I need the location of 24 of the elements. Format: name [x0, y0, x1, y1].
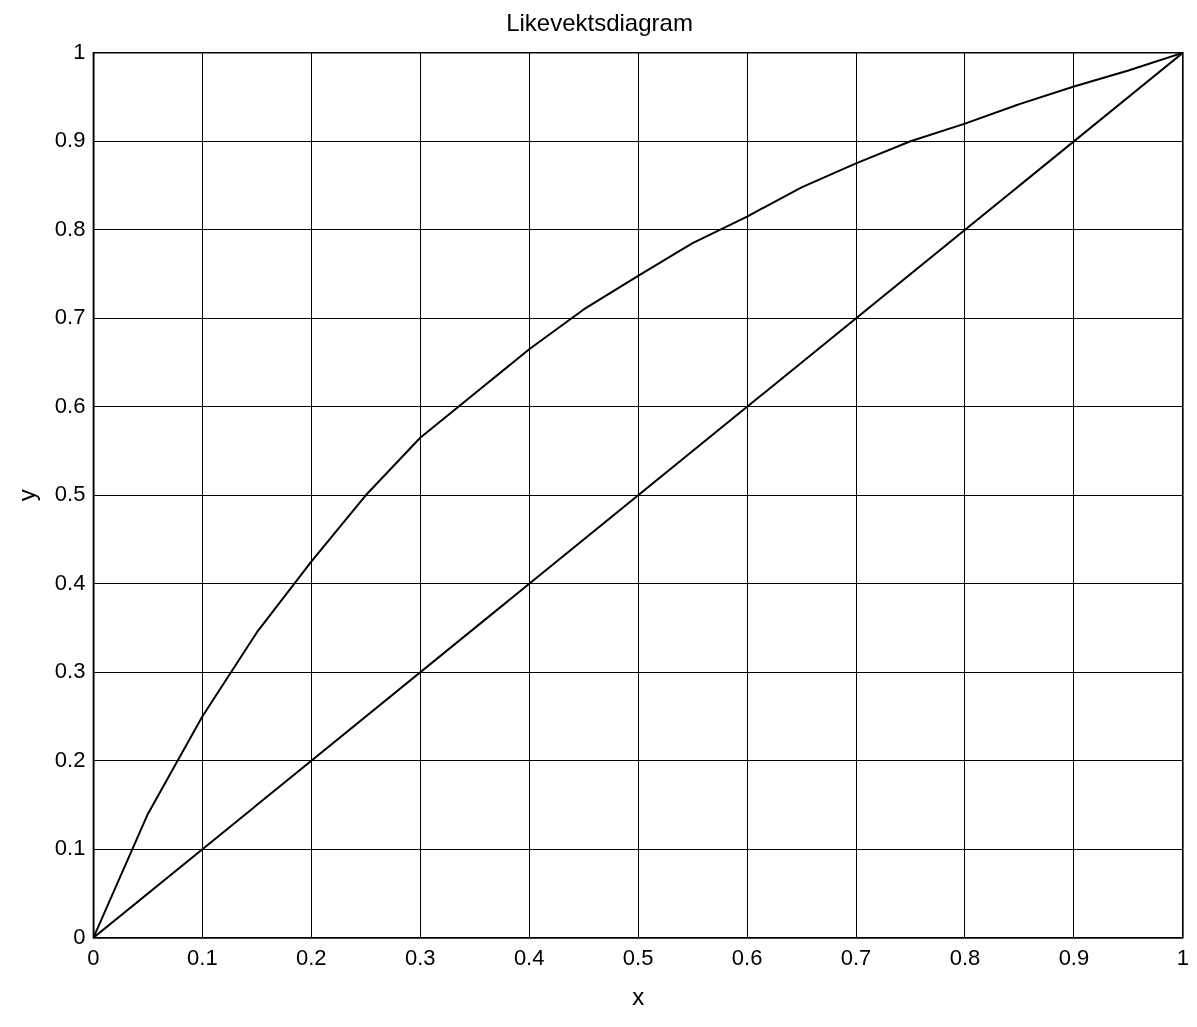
x-tick-label: 0.3: [404, 945, 436, 971]
x-tick-label: 0.7: [840, 945, 872, 971]
y-tick-label: 0.1: [54, 835, 86, 861]
x-tick-label: 0.9: [1058, 945, 1090, 971]
y-tick-label: 0.3: [54, 658, 86, 684]
y-tick-label: 0.5: [54, 481, 86, 507]
chart-title: Likevektsdiagram: [506, 9, 693, 37]
x-tick-label: 0.6: [731, 945, 763, 971]
x-tick-label: 0.8: [949, 945, 981, 971]
y-axis-title: y: [13, 489, 41, 502]
x-tick-label: 1: [1176, 945, 1190, 971]
x-tick-label: 0.2: [295, 945, 327, 971]
y-tick-label: 0.7: [54, 304, 86, 330]
y-tick-label: 0.6: [54, 392, 86, 418]
y-tick-label: 1: [73, 38, 86, 64]
x-tick-label: 0.5: [622, 945, 654, 971]
x-tick-label: 0.1: [187, 945, 218, 971]
y-tick-label: 0.8: [54, 215, 86, 241]
y-tick-label: 0: [73, 923, 86, 949]
x-tick-label: 0.4: [513, 945, 545, 971]
x-axis-title: x: [632, 983, 645, 1011]
y-tick-label: 0.4: [54, 569, 86, 595]
y-tick-label: 0.9: [54, 127, 86, 153]
y-tick-label: 0.2: [54, 746, 86, 772]
